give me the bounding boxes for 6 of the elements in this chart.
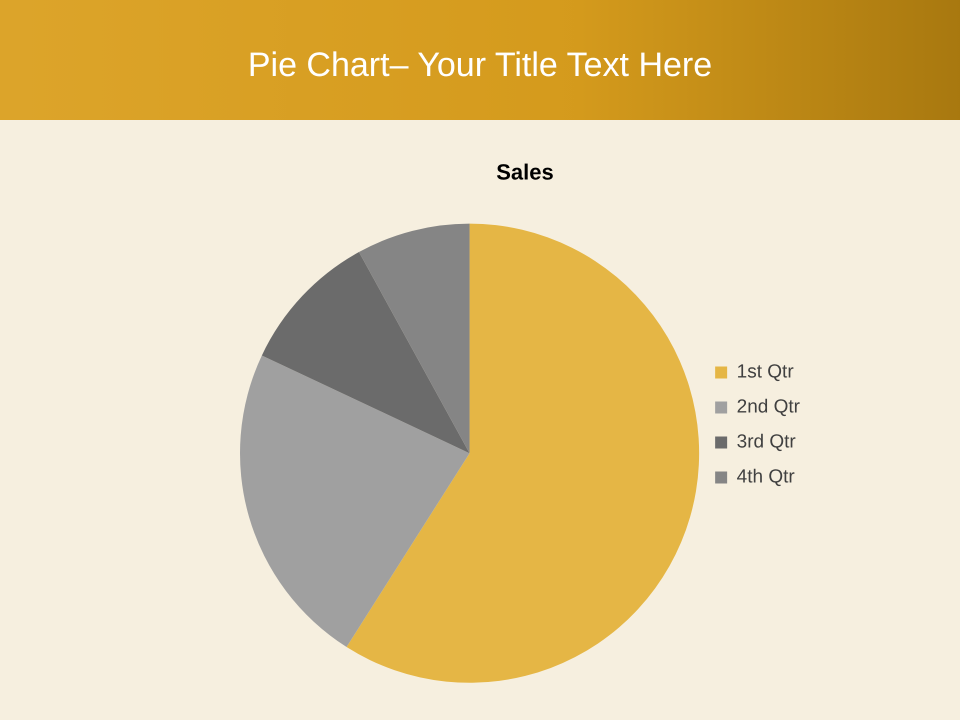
- legend-label: 2nd Qtr: [736, 396, 801, 418]
- chart-subtitle: Sales: [496, 159, 554, 184]
- legend-label: 3rd Qtr: [736, 432, 796, 453]
- chart-title: Pie Chart– Your Title Text Here: [246, 46, 714, 85]
- legend-label: 1st Qtr: [736, 362, 794, 383]
- legend-label: 4th Qtr: [736, 466, 796, 488]
